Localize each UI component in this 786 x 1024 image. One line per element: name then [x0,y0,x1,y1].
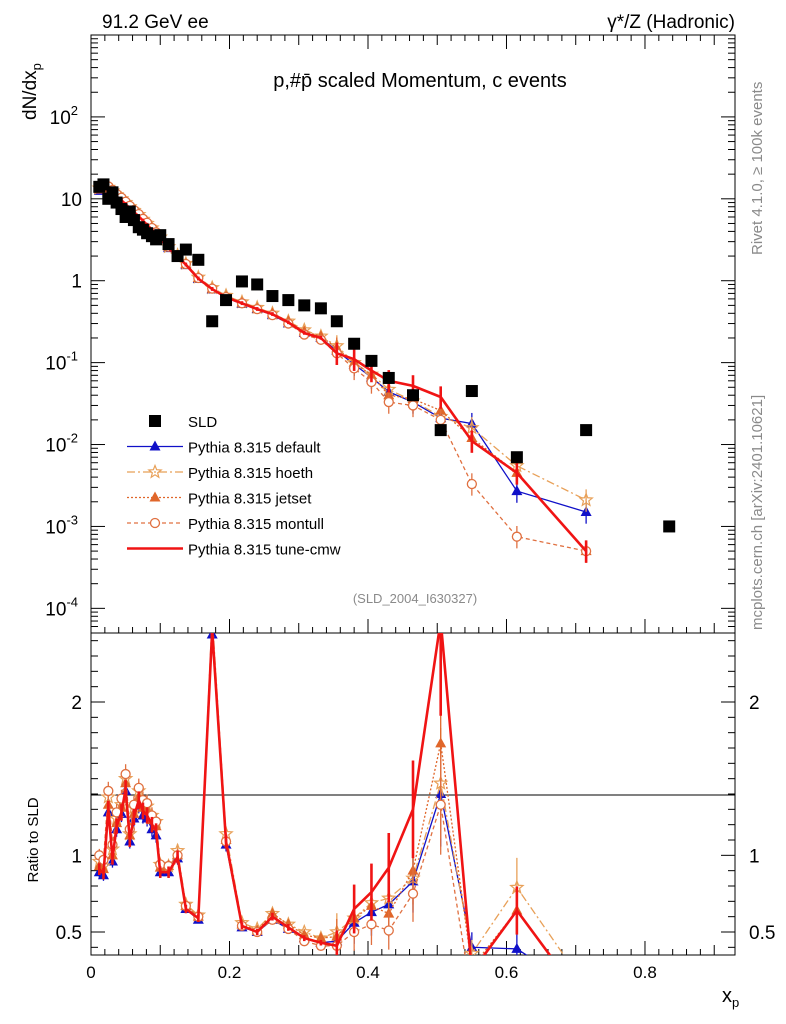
ratio-point-montull [366,919,377,930]
ratio-point-montull [467,993,476,1002]
legend-marker-data [149,415,161,427]
series-sld [93,178,676,533]
data-point-sld [663,520,676,533]
ratio-point-jetset [435,737,447,748]
data-point-sld [298,299,311,312]
ratio-point-montull [435,799,446,810]
ratio-point-jetset [266,907,278,918]
x-tick-label: 0.6 [495,963,519,982]
legend-label-data: SLD [188,414,217,431]
ratio-line-jetset [98,633,551,955]
ratio-axis-label: Ratio to SLD [25,797,42,882]
ratio-point-hoeth [580,981,592,993]
ratio-point-jetset [315,932,327,943]
ratio-tick-label-right: 1 [749,846,760,867]
ratio-point-default [581,987,592,997]
y-tick-label: 10-4 [45,594,78,620]
ratio-point-montull [133,782,144,794]
ratio-tick-label: 2 [71,693,82,714]
y-tick-label: 10-2 [45,431,78,457]
ratio-point-jetset [581,998,592,1008]
legend-marker-default [149,440,161,451]
ratio-line-montull [98,633,466,955]
ratio-point-montull [120,768,131,780]
x-axis-label: xp [722,985,739,1010]
data-point-sld [179,243,192,256]
ratio-line-default [98,634,528,955]
data-point-sld [251,278,264,291]
x-tick-label: 0.8 [633,963,657,982]
series-default-ratio [93,633,592,997]
data-point-sld [407,389,419,402]
analysis-tag: (SLD_2004_I630327) [353,591,477,606]
y-axis-label: dN/dxp [20,63,44,120]
legend-label-hoeth: Pythia 8.315 hoeth [188,465,313,482]
ratio-point-jetset [466,961,477,971]
legend-label-cmw: Pythia 8.315 tune-cmw [188,542,341,559]
point-montull [511,531,523,542]
legend-marker-montull [149,517,161,529]
rivet-version-label: Rivet 4.1.0, ≥ 100k events [749,82,766,255]
x-tick-label: 0.2 [218,963,242,982]
data-point-sld [348,337,361,350]
ratio-point-default [511,942,523,953]
data-point-sld [465,385,478,398]
y-tick-label: 10 [61,190,82,211]
data-point-sld [235,275,248,288]
legend-label-default: Pythia 8.315 default [188,440,321,457]
data-point-sld [365,354,378,367]
point-hoeth [578,491,594,507]
y-tick-label: 10-3 [45,512,78,538]
data-point-sld [106,186,119,199]
series-cmw-ratio [98,633,552,955]
data-point-sld [162,238,175,251]
data-point-sld [266,290,279,303]
point-default [511,485,523,496]
point-montull [407,400,419,411]
ratio-tick-label: 0.5 [56,923,82,944]
x-tick-label: 0 [86,963,95,982]
ratio-point-hoeth [464,945,480,955]
mcplots-reference-label: mcplots.cern.ch [arXiv:2401.10621] [749,395,766,630]
point-montull [466,478,478,490]
x-tick-label: 0.4 [356,963,380,982]
data-point-sld [171,250,184,263]
ratio-point-montull [407,888,419,899]
data-point-sld [314,302,327,315]
ratio-point-montull [383,925,394,936]
data-point-sld [282,294,295,307]
data-point-sld [206,315,219,328]
ratio-point-montull [512,987,521,996]
ratio-tick-label-right: 2 [749,693,760,714]
header-process-label: γ*/Z (Hadronic) [607,12,735,33]
header-energy-label: 91.2 GeV ee [102,12,209,33]
legend-marker-hoeth [147,463,163,479]
y-tick-label: 102 [50,103,78,129]
data-point-sld [97,178,110,191]
legend-label-montull: Pythia 8.315 montull [188,516,324,533]
data-point-sld [330,315,343,328]
ratio-point-montull [582,1000,591,1009]
data-point-sld [192,253,205,266]
data-point-sld [510,451,523,464]
data-point-sld [220,294,233,307]
data-point-sld [580,424,593,437]
data-point-sld [434,424,447,437]
point-montull [435,414,446,426]
ratio-tick-label: 1 [71,846,82,867]
legend: SLD Pythia 8.315 default Pythia 8.315 hoet… [127,414,341,559]
ratio-line-cmw [98,633,552,955]
point-montull [383,396,394,408]
y-tick-label: 1 [71,272,82,293]
ratio-point-montull [103,785,114,797]
chart-title: p,#p̄ scaled Momentum, c events [273,70,566,92]
ratio-tick-label-right: 0.5 [749,923,775,944]
data-point-sld [382,371,395,384]
y-tick-label: 10-1 [45,349,78,375]
ratio-point-hoeth [206,610,218,622]
legend-marker-jetset [149,491,161,502]
legend-label-jetset: Pythia 8.315 jetset [188,491,312,508]
